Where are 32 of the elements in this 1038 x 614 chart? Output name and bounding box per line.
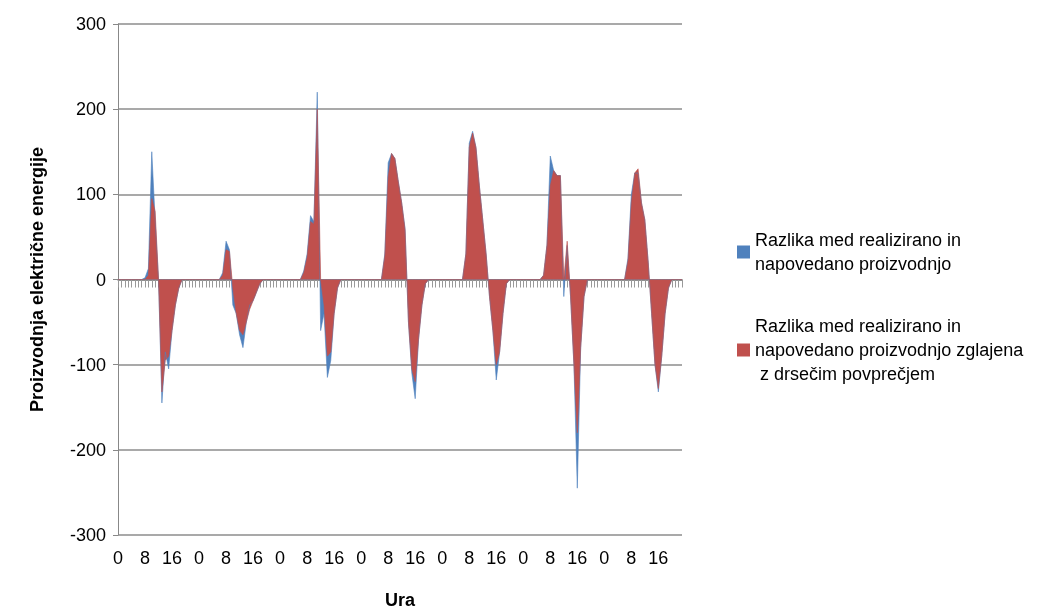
x-tick-label: 8 (221, 548, 232, 568)
x-tick-label: 16 (486, 548, 507, 568)
x-tick-label: 16 (567, 548, 588, 568)
x-tick-label: 8 (626, 548, 637, 568)
legend-label: Razlika med realizirano in napovedano proizvodnjo zglajena z drsečim povprečjem (755, 316, 1025, 384)
x-tick-label: 8 (383, 548, 394, 568)
y-tick-label: 200 (75, 99, 106, 120)
x-tick-label: 0 (437, 548, 448, 568)
x-tick-label: 0 (356, 548, 367, 568)
y-tick-label: -200 (69, 439, 106, 460)
x-axis-title: Ura (384, 590, 416, 610)
x-tick-label: 8 (545, 548, 556, 568)
x-tick-label: 8 (464, 548, 475, 568)
x-tick-label: 16 (162, 548, 183, 568)
x-tick-label: 0 (599, 548, 610, 568)
x-tick-label: 8 (140, 548, 151, 568)
x-tick-label: 16 (648, 548, 669, 568)
x-tick-label: 16 (405, 548, 426, 568)
legend-label: Razlika med realizirano in napovedano proizvodnjo (755, 230, 967, 274)
x-tick-label: 8 (302, 548, 313, 568)
x-tick-label: 0 (518, 548, 529, 568)
x-tick-label: 16 (243, 548, 264, 568)
x-tick-label: 0 (194, 548, 205, 568)
x-tick-label: 0 (112, 548, 124, 568)
x-tick-label: 0 (275, 548, 286, 568)
y-tick-label: -100 (69, 354, 106, 375)
y-tick-label: 100 (75, 184, 106, 205)
y-tick-label: 300 (75, 14, 106, 34)
y-tick-label: -300 (69, 525, 106, 545)
y-tick-label: 0 (95, 269, 106, 290)
x-tick-label: 16 (324, 548, 345, 568)
y-axis-title: Proizvodnja električne energije (27, 146, 47, 413)
